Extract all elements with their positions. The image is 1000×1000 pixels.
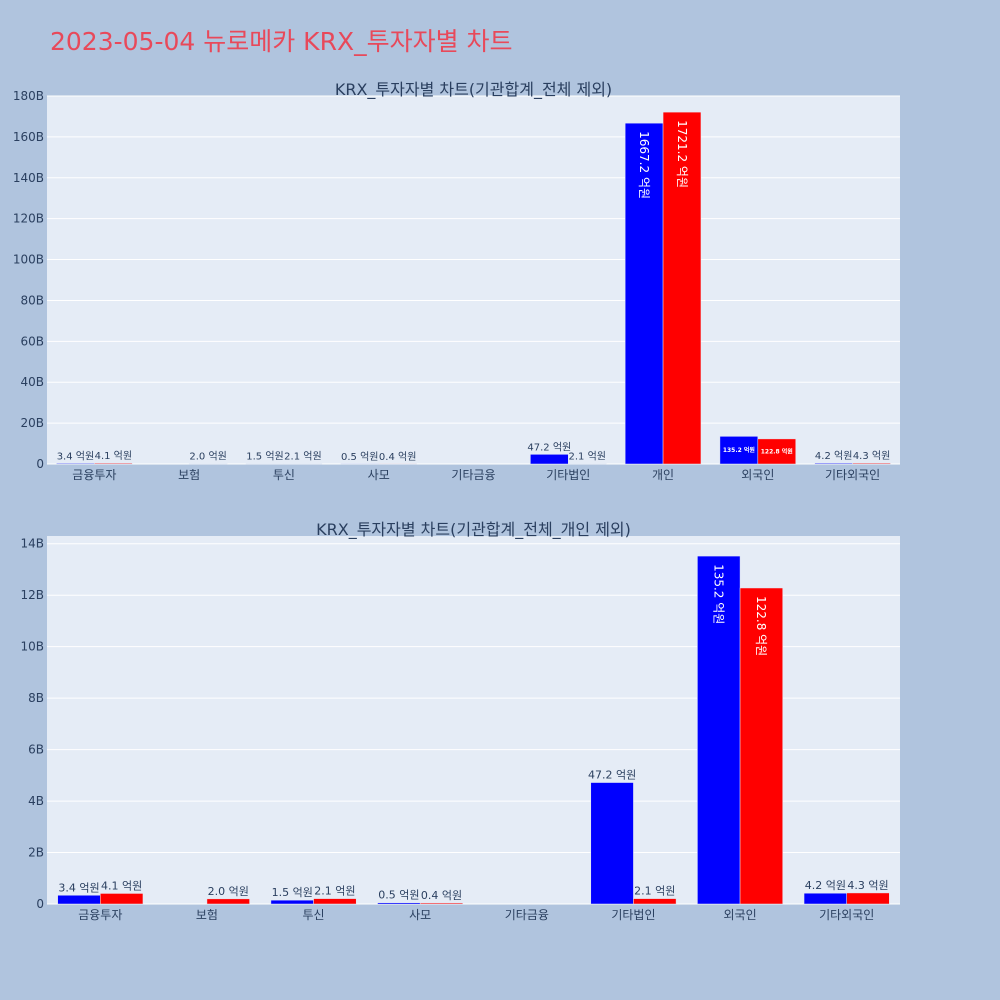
- bar: [852, 462, 891, 465]
- bar: [590, 782, 634, 905]
- chart-title: KRX_투자자별 차트(기관합계_전체_개인 제외): [316, 520, 631, 540]
- data-label: 2.0 억원: [189, 451, 226, 463]
- bar: [270, 899, 314, 905]
- bar: [697, 555, 741, 905]
- bar: [100, 893, 144, 905]
- x-tick-label: 기타외국인: [819, 908, 874, 922]
- data-label: 0.5 억원: [341, 451, 378, 463]
- bar: [313, 898, 357, 905]
- bar: [57, 895, 101, 905]
- bar: [94, 462, 133, 465]
- data-label: 0.5 억원: [378, 889, 419, 902]
- data-label: 0.4 억원: [421, 889, 462, 902]
- y-tick-label: 14B: [20, 537, 44, 551]
- bar: [757, 438, 796, 465]
- x-tick-label: 보험: [196, 908, 218, 922]
- bar: [662, 111, 702, 465]
- y-tick-label: 2B: [28, 846, 44, 860]
- data-label: 1721.2 억원: [675, 120, 689, 188]
- y-tick-label: 0: [36, 457, 44, 471]
- data-label: 47.2 억원: [527, 441, 571, 453]
- y-tick-label: 40B: [20, 375, 44, 389]
- data-label: 4.1 억원: [95, 450, 132, 462]
- data-label: 3.4 억원: [58, 881, 99, 894]
- x-tick-label: 금융투자: [72, 468, 116, 482]
- y-tick-label: 60B: [20, 334, 44, 348]
- x-tick-label: 보험: [178, 468, 200, 482]
- data-label: 4.1 억원: [101, 879, 142, 892]
- data-label: 2.1 억원: [634, 885, 675, 898]
- y-tick-label: 120B: [13, 212, 44, 226]
- data-label: 135.2 억원: [723, 446, 755, 454]
- y-tick-label: 0: [36, 897, 44, 911]
- y-tick-label: 180B: [13, 89, 44, 103]
- x-tick-label: 투신: [303, 908, 325, 922]
- x-tick-label: 기타금융: [451, 468, 495, 482]
- y-tick-label: 160B: [13, 130, 44, 144]
- x-tick-label: 사모: [409, 908, 431, 922]
- data-label: 122.8 억원: [761, 447, 793, 455]
- data-label: 0.4 억원: [379, 451, 416, 463]
- data-label: 135.2 억원: [712, 564, 726, 624]
- y-tick-label: 80B: [20, 293, 44, 307]
- x-tick-label: 외국인: [741, 468, 774, 482]
- plot-area: [47, 96, 900, 464]
- x-tick-label: 개인: [652, 468, 674, 482]
- data-label: 4.2 억원: [815, 450, 852, 462]
- data-label: 122.8 억원: [754, 596, 768, 656]
- x-tick-label: 기타외국인: [825, 468, 880, 482]
- y-tick-label: 4B: [28, 794, 44, 808]
- data-label: 2.0 억원: [208, 885, 249, 898]
- data-label: 4.2 억원: [805, 879, 846, 892]
- data-label: 1.5 억원: [246, 451, 283, 463]
- x-tick-label: 기타금융: [505, 908, 549, 922]
- y-tick-label: 20B: [20, 416, 44, 430]
- x-tick-label: 기타법인: [611, 908, 655, 922]
- bar: [846, 892, 890, 905]
- x-tick-label: 외국인: [724, 908, 757, 922]
- y-tick-label: 12B: [20, 588, 44, 602]
- y-tick-label: 6B: [28, 743, 44, 757]
- data-label: 3.4 억원: [57, 450, 94, 462]
- data-label: 47.2 억원: [588, 769, 636, 782]
- x-tick-label: 사모: [368, 468, 390, 482]
- bar: [206, 898, 250, 905]
- data-label: 2.1 억원: [314, 885, 355, 898]
- data-label: 4.3 억원: [847, 879, 888, 892]
- page-title: 2023-05-04 뉴로메카 KRX_투자자별 차트: [50, 27, 513, 56]
- x-tick-label: 금융투자: [78, 908, 122, 922]
- data-label: 2.1 억원: [568, 451, 605, 463]
- bar: [624, 122, 664, 465]
- y-tick-label: 10B: [20, 640, 44, 654]
- bar: [419, 902, 464, 905]
- y-tick-label: 100B: [13, 253, 44, 267]
- bar: [739, 587, 783, 905]
- chart-top: 0 20B 40B 60B 80B 100B 120B 140B 160B 180B KRX_투자자…: [13, 80, 900, 482]
- y-tick-label: 8B: [28, 691, 44, 705]
- data-label: 2.1 억원: [284, 451, 321, 463]
- data-label: 1667.2 억원: [637, 131, 651, 199]
- bar: [803, 892, 847, 905]
- x-tick-label: 투신: [273, 468, 295, 482]
- bar: [633, 898, 677, 905]
- bar: [530, 454, 569, 465]
- chart-title: KRX_투자자별 차트(기관합계_전체 제외): [335, 80, 612, 100]
- data-label: 4.3 억원: [853, 450, 890, 462]
- bar: [377, 902, 421, 905]
- x-tick-label: 기타법인: [546, 468, 590, 482]
- y-tick-label: 140B: [13, 171, 44, 185]
- data-label: 1.5 억원: [272, 886, 313, 899]
